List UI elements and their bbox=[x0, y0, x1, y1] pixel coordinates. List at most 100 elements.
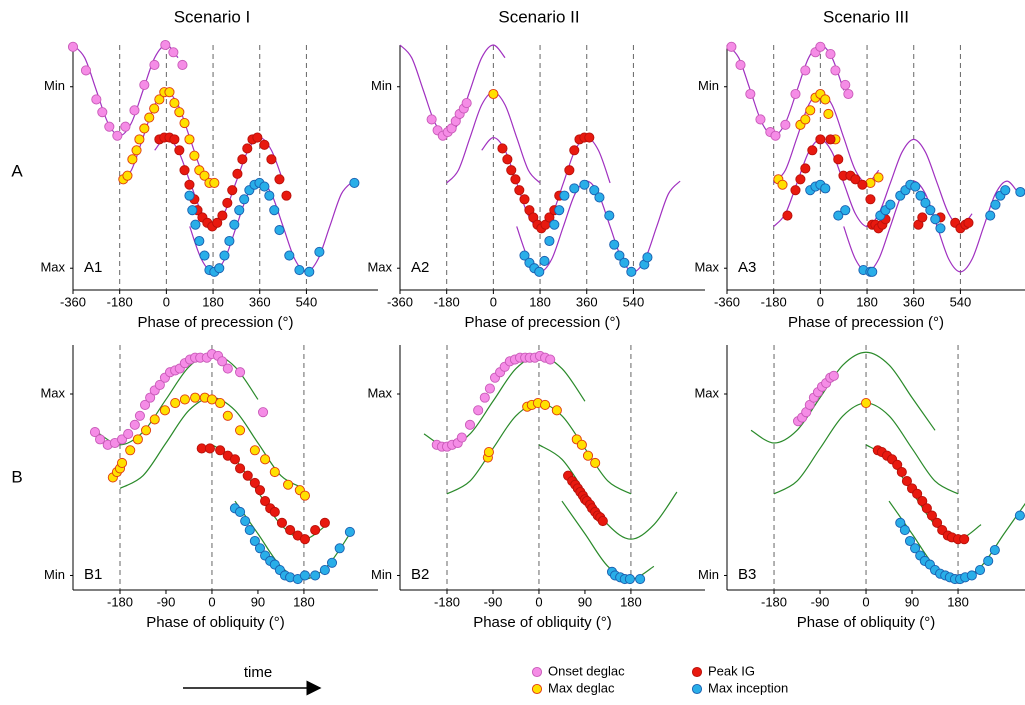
data-point bbox=[294, 264, 305, 276]
data-point bbox=[154, 379, 165, 390]
x-tick-label: 0 bbox=[208, 594, 215, 609]
data-point bbox=[589, 185, 600, 196]
data-point bbox=[120, 121, 131, 132]
data-point bbox=[790, 185, 801, 196]
x-tick-label: -180 bbox=[107, 294, 133, 309]
data-point bbox=[264, 190, 275, 201]
x-tick-label: 360 bbox=[903, 294, 925, 309]
data-point bbox=[920, 197, 931, 208]
data-point bbox=[989, 545, 1000, 556]
data-point bbox=[576, 439, 587, 450]
data-point bbox=[850, 174, 861, 185]
x-axis-label: Phase of obliquity (°) bbox=[146, 614, 285, 631]
data-point bbox=[249, 445, 260, 456]
data-point bbox=[134, 410, 145, 421]
panel-label: A2 bbox=[411, 259, 429, 276]
data-point bbox=[926, 510, 938, 521]
data-point bbox=[564, 165, 575, 176]
data-point bbox=[80, 65, 92, 76]
data-point bbox=[222, 363, 233, 374]
y-tick-label: Min bbox=[44, 78, 65, 93]
x-tick-label: -180 bbox=[761, 294, 787, 309]
x-tick-label: -90 bbox=[811, 594, 830, 609]
data-point bbox=[242, 470, 253, 481]
data-point bbox=[590, 457, 601, 469]
data-point bbox=[184, 134, 195, 145]
data-point bbox=[276, 517, 288, 528]
data-point bbox=[184, 179, 195, 190]
data-point bbox=[222, 197, 233, 208]
data-point bbox=[770, 130, 781, 141]
data-point bbox=[349, 177, 360, 188]
data-point bbox=[187, 205, 198, 216]
data-point bbox=[260, 496, 271, 507]
data-point bbox=[584, 132, 595, 143]
data-point bbox=[169, 134, 180, 145]
data-point bbox=[921, 503, 932, 514]
data-point bbox=[174, 107, 185, 118]
data-point bbox=[780, 119, 791, 130]
data-point bbox=[597, 515, 608, 527]
data-point bbox=[642, 252, 653, 263]
data-point bbox=[896, 466, 907, 478]
x-tick-label: -360 bbox=[60, 294, 86, 309]
panel-label: B2 bbox=[411, 566, 429, 583]
x-axis-label: Phase of precession (°) bbox=[788, 314, 944, 331]
data-point bbox=[164, 87, 175, 98]
data-point bbox=[805, 105, 816, 116]
data-point bbox=[194, 235, 205, 247]
x-tick-label: 90 bbox=[905, 594, 919, 609]
data-point bbox=[123, 428, 134, 439]
column-title: Scenario III bbox=[823, 7, 909, 26]
y-tick-label: Min bbox=[698, 78, 719, 93]
row-label: B bbox=[11, 467, 22, 486]
data-point bbox=[1000, 185, 1011, 196]
data-point bbox=[840, 79, 851, 90]
data-point bbox=[930, 214, 941, 225]
data-point bbox=[830, 65, 841, 76]
data-point bbox=[179, 394, 190, 405]
data-point bbox=[199, 170, 210, 181]
data-point bbox=[189, 150, 200, 161]
data-point bbox=[915, 190, 926, 201]
data-point bbox=[132, 434, 143, 445]
data-point bbox=[131, 145, 142, 156]
data-point bbox=[149, 414, 160, 425]
panel-label: A3 bbox=[738, 259, 756, 276]
time-label: time bbox=[244, 664, 272, 681]
data-point bbox=[252, 132, 263, 143]
data-point bbox=[344, 526, 355, 537]
data-point bbox=[823, 108, 834, 120]
x-axis-label: Phase of precession (°) bbox=[137, 314, 293, 331]
data-point bbox=[179, 117, 190, 129]
data-point bbox=[319, 517, 330, 528]
data-point bbox=[990, 199, 1001, 210]
data-point bbox=[974, 564, 986, 576]
panel-label: A1 bbox=[84, 259, 102, 276]
data-point bbox=[820, 94, 831, 105]
data-point bbox=[129, 419, 140, 430]
data-point bbox=[104, 121, 115, 132]
data-point bbox=[258, 407, 269, 418]
data-point bbox=[139, 399, 151, 410]
data-point bbox=[285, 525, 296, 536]
data-point bbox=[149, 59, 160, 71]
data-point bbox=[229, 454, 241, 465]
y-tick-label: Min bbox=[44, 567, 65, 582]
data-point bbox=[127, 154, 138, 165]
data-point bbox=[217, 210, 228, 221]
data-point bbox=[502, 154, 513, 165]
data-point bbox=[540, 399, 551, 410]
data-point bbox=[932, 517, 943, 528]
data-point bbox=[334, 543, 345, 554]
y-tick-label: Max bbox=[367, 260, 392, 275]
data-point bbox=[1015, 186, 1025, 198]
data-point bbox=[917, 496, 928, 507]
data-point bbox=[545, 354, 556, 365]
x-tick-label: -360 bbox=[714, 294, 740, 309]
data-point bbox=[873, 172, 884, 183]
data-point bbox=[235, 425, 246, 436]
data-point bbox=[242, 143, 253, 154]
data-point bbox=[935, 223, 946, 234]
data-point bbox=[539, 255, 550, 267]
